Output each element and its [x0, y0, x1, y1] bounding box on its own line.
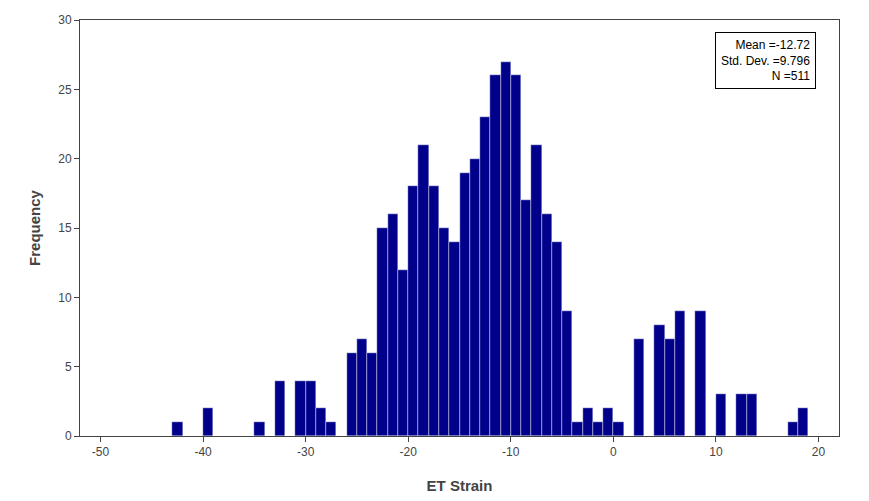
svg-text:-30: -30: [297, 445, 315, 459]
svg-text:20: 20: [58, 152, 72, 166]
svg-text:0: 0: [610, 445, 617, 459]
svg-text:20: 20: [812, 445, 826, 459]
svg-text:Frequency: Frequency: [26, 189, 43, 266]
svg-text:30: 30: [58, 13, 72, 27]
svg-text:5: 5: [65, 360, 72, 374]
svg-text:Mean =-12.72Std. Dev. =9.796N: Mean =-12.72Std. Dev. =9.796N =511: [721, 38, 810, 83]
svg-text:-20: -20: [400, 445, 418, 459]
svg-text:-10: -10: [502, 445, 520, 459]
svg-text:0: 0: [65, 429, 72, 443]
svg-text:15: 15: [58, 221, 72, 235]
svg-text:25: 25: [58, 83, 72, 97]
svg-text:-40: -40: [194, 445, 212, 459]
svg-text:-50: -50: [92, 445, 110, 459]
svg-text:ET Strain: ET Strain: [427, 477, 493, 494]
svg-text:10: 10: [58, 291, 72, 305]
svg-text:10: 10: [709, 445, 723, 459]
